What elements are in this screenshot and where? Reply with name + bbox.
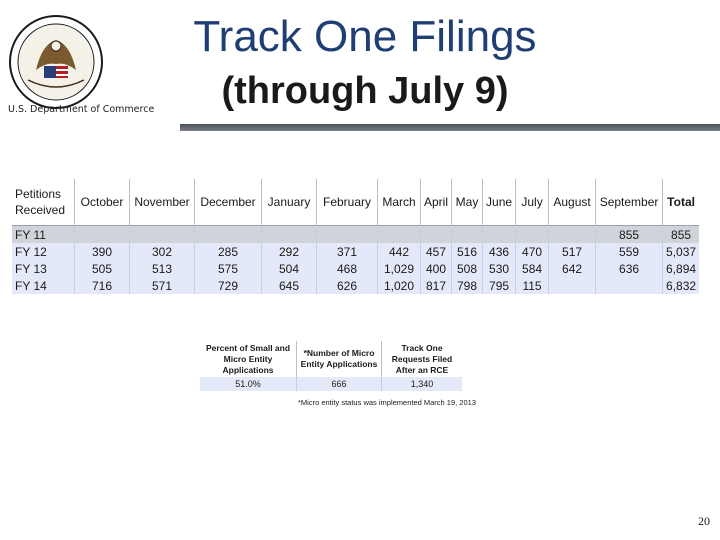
table-cell: 666 bbox=[296, 377, 382, 391]
table-cell: 371 bbox=[316, 243, 378, 260]
column-header: June bbox=[482, 179, 517, 226]
column-header: May bbox=[451, 179, 484, 226]
table-cell: 855 bbox=[662, 225, 700, 243]
column-header: April bbox=[420, 179, 453, 226]
column-header: July bbox=[515, 179, 550, 226]
table-cell: 626 bbox=[316, 277, 378, 294]
column-header: Petitions Received bbox=[12, 179, 75, 226]
table-cell bbox=[515, 225, 550, 243]
table-cell: 517 bbox=[548, 243, 597, 260]
table-cell bbox=[129, 225, 195, 243]
table-row: 51.0% 666 1,340 bbox=[200, 377, 462, 391]
table-cell: 642 bbox=[548, 260, 597, 277]
table-cell: 575 bbox=[194, 260, 262, 277]
title-divider bbox=[180, 124, 720, 131]
row-label: FY 13 bbox=[12, 260, 75, 277]
table-cell: 6,894 bbox=[662, 260, 700, 277]
table-cell bbox=[420, 225, 453, 243]
table-cell: 855 bbox=[595, 225, 664, 243]
table-cell bbox=[482, 225, 517, 243]
column-header: November bbox=[129, 179, 195, 226]
table-cell: 285 bbox=[194, 243, 262, 260]
table-cell: 508 bbox=[451, 260, 484, 277]
table-cell: 645 bbox=[261, 277, 317, 294]
column-header: September bbox=[595, 179, 664, 226]
table-cell: 729 bbox=[194, 277, 262, 294]
department-label: U.S. Department of Commerce bbox=[8, 104, 155, 115]
table-cell: 292 bbox=[261, 243, 317, 260]
table-cell: 505 bbox=[74, 260, 130, 277]
table-cell: 302 bbox=[129, 243, 195, 260]
table-cell: 571 bbox=[129, 277, 195, 294]
column-header: Percent of Small and Micro Entity Applic… bbox=[200, 341, 297, 377]
column-header: *Number of Micro Entity Applications bbox=[296, 341, 382, 377]
table-cell: 513 bbox=[129, 260, 195, 277]
table-cell: 115 bbox=[515, 277, 550, 294]
table-cell bbox=[548, 277, 597, 294]
table-row: FY 11 855 855 bbox=[12, 225, 700, 243]
table-cell bbox=[548, 225, 597, 243]
table-cell: 795 bbox=[482, 277, 517, 294]
table-cell: 516 bbox=[451, 243, 484, 260]
table-row: FY 13 505 513 575 504 468 1,029 400 508 … bbox=[12, 260, 700, 277]
page-subtitle: (through July 9) bbox=[221, 70, 509, 112]
table-cell: 468 bbox=[316, 260, 378, 277]
row-label: FY 12 bbox=[12, 243, 75, 260]
table-cell: 400 bbox=[420, 260, 453, 277]
column-header: February bbox=[316, 179, 378, 226]
uspto-seal-logo bbox=[9, 15, 103, 109]
column-header: March bbox=[377, 179, 421, 226]
row-label: FY 14 bbox=[12, 277, 75, 294]
table-cell: 442 bbox=[377, 243, 421, 260]
table-cell bbox=[74, 225, 130, 243]
table-cell: 1,029 bbox=[377, 260, 421, 277]
table-cell: 716 bbox=[74, 277, 130, 294]
table-cell: 584 bbox=[515, 260, 550, 277]
table-cell: 470 bbox=[515, 243, 550, 260]
table-cell: 436 bbox=[482, 243, 517, 260]
table-cell bbox=[451, 225, 484, 243]
column-header: August bbox=[548, 179, 597, 226]
table-cell: 636 bbox=[595, 260, 664, 277]
table-cell bbox=[194, 225, 262, 243]
table-cell: 1,340 bbox=[381, 377, 462, 391]
table-cell: 530 bbox=[482, 260, 517, 277]
entity-summary-table: Percent of Small and Micro Entity Applic… bbox=[200, 341, 462, 391]
table-cell: 457 bbox=[420, 243, 453, 260]
table-header-row: Petitions Received October November Dece… bbox=[12, 179, 700, 226]
table-cell: 798 bbox=[451, 277, 484, 294]
table-cell bbox=[377, 225, 421, 243]
table-cell: 390 bbox=[74, 243, 130, 260]
row-label: FY 11 bbox=[12, 225, 75, 243]
track-one-filings-table: Petitions Received October November Dece… bbox=[12, 179, 700, 294]
table-cell: 6,832 bbox=[662, 277, 700, 294]
footnote: *Micro entity status was implemented Mar… bbox=[298, 398, 476, 407]
table-cell: 5,037 bbox=[662, 243, 700, 260]
table-row: FY 14 716 571 729 645 626 1,020 817 798 … bbox=[12, 277, 700, 294]
table-cell bbox=[261, 225, 317, 243]
column-header: Total bbox=[662, 179, 700, 226]
table-row: FY 12 390 302 285 292 371 442 457 516 43… bbox=[12, 243, 700, 260]
page-number: 20 bbox=[698, 514, 710, 528]
page-title: Track One Filings bbox=[193, 12, 537, 61]
table-cell: 817 bbox=[420, 277, 453, 294]
table-header-row: Percent of Small and Micro Entity Applic… bbox=[200, 341, 462, 377]
column-header: October bbox=[74, 179, 130, 226]
table-cell: 1,020 bbox=[377, 277, 421, 294]
table-cell: 51.0% bbox=[200, 377, 297, 391]
table-cell bbox=[595, 277, 664, 294]
column-header: Track One Requests Filed After an RCE bbox=[391, 342, 453, 375]
table-cell bbox=[316, 225, 378, 243]
column-header: December bbox=[194, 179, 262, 226]
table-cell: 559 bbox=[595, 243, 664, 260]
table-cell: 504 bbox=[261, 260, 317, 277]
column-header: January bbox=[261, 179, 317, 226]
